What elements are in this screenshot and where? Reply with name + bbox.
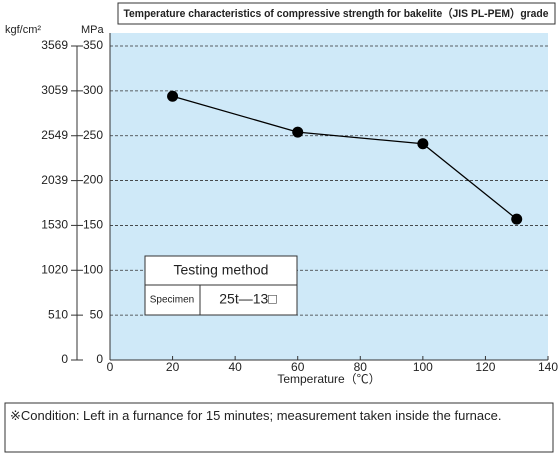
point: [167, 90, 179, 102]
y2-tick-label: 2549: [41, 128, 68, 142]
y2-tick-label: 3569: [41, 38, 68, 52]
chart-title: Temperature characteristics of compressi…: [124, 7, 549, 20]
y-tick-label: 150: [83, 218, 103, 232]
x-tick-label: 140: [538, 360, 558, 374]
y2-tick-label: 510: [48, 307, 68, 321]
x-tick-label: 0: [107, 360, 114, 374]
y2-axis-label: kgf/cm²: [5, 24, 41, 36]
note: ※Condition: Left in a furnance for 15 mi…: [10, 408, 502, 423]
x-tick-label: 40: [228, 360, 242, 374]
y-tick-label: 200: [83, 173, 103, 187]
y2-tick-label: 1530: [41, 218, 68, 232]
y2-tick-label: 0: [61, 352, 68, 366]
inset-table: Testing method Specimen 25t—13□: [144, 255, 298, 316]
line: [172, 95, 518, 220]
note-wrap: ※Condition: Left in a furnance for 15 mi…: [10, 408, 502, 423]
inset-title: Testing method: [174, 262, 269, 278]
x-tick-label: 60: [291, 360, 305, 374]
y-tick-label: 300: [83, 83, 103, 97]
x-tick-label: 100: [413, 360, 433, 374]
y2-tick-label: 3059: [41, 83, 68, 97]
y-tick-label: 350: [83, 38, 103, 52]
title-box: [117, 2, 556, 25]
inset-cell: 25t—13□: [219, 291, 277, 307]
y-tick-label: 50: [90, 307, 104, 321]
y-tick-label: 100: [83, 262, 103, 276]
point: [511, 213, 523, 225]
y2-tick-label: 1020: [41, 262, 68, 276]
inset-cell: Specimen: [150, 295, 194, 306]
point: [417, 138, 429, 150]
point: [292, 126, 304, 138]
x-tick-label: 20: [166, 360, 180, 374]
x-tick-label: 120: [475, 360, 495, 374]
x-axis-label: Temperature（℃）: [277, 372, 380, 386]
y2-tick-label: 2039: [41, 173, 68, 187]
y-axis-label: MPa: [81, 24, 105, 36]
y-tick-label: 250: [83, 128, 103, 142]
y-tick-label: 0: [96, 352, 103, 366]
note-box: [4, 402, 554, 453]
x-tick-label: 80: [354, 360, 368, 374]
